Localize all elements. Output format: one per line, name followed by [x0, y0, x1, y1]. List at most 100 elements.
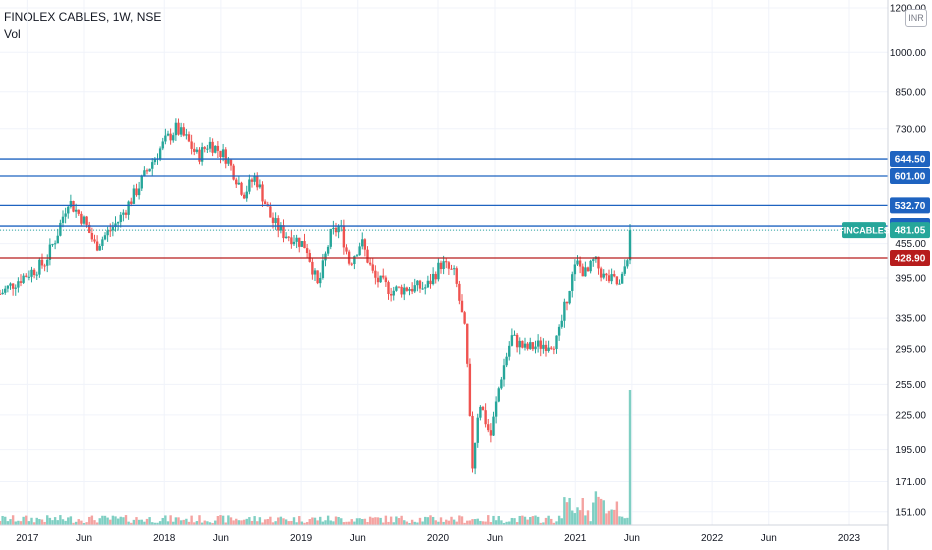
- candle-body: [452, 268, 456, 270]
- volume-bar: [198, 515, 201, 525]
- volume-bar: [324, 520, 327, 525]
- volume-bar: [19, 521, 23, 525]
- candle-body: [508, 345, 511, 357]
- volume-bar: [95, 522, 99, 525]
- candle-body: [539, 340, 542, 349]
- candle-body: [38, 259, 41, 275]
- candle-body: [513, 334, 516, 336]
- volume-bar: [544, 517, 548, 525]
- volume-bar: [193, 522, 196, 525]
- volume-bar: [334, 516, 338, 525]
- volume-bar: [182, 519, 185, 525]
- volume-bar: [17, 520, 20, 525]
- candle-body: [597, 256, 600, 269]
- volume-bar: [555, 521, 558, 525]
- candle-body: [67, 206, 70, 214]
- volume-bar: [502, 522, 506, 525]
- candle-body: [460, 300, 464, 313]
- volume-bar: [397, 518, 401, 525]
- candle-body: [132, 188, 136, 204]
- candle-body: [531, 342, 535, 350]
- candle-body: [526, 343, 529, 349]
- volume-bar: [521, 515, 524, 525]
- last-price-label: 481.05: [895, 226, 926, 237]
- volume-bar: [405, 521, 409, 525]
- price-level-label: 532.70: [895, 201, 926, 212]
- volume-bar: [67, 517, 70, 525]
- volume-bar: [232, 520, 235, 525]
- candle-body: [140, 176, 143, 189]
- x-tick-label: 2018: [153, 533, 176, 544]
- x-tick-label: Jun: [761, 533, 777, 544]
- volume-bar: [116, 518, 120, 525]
- candle-body: [198, 149, 201, 162]
- volume-bar: [132, 519, 136, 525]
- candle-body: [151, 162, 154, 169]
- candle-body: [235, 179, 238, 185]
- candle-body: [311, 261, 314, 275]
- volume-bar: [447, 520, 451, 525]
- candle-body: [19, 281, 23, 283]
- candle-body: [269, 206, 272, 218]
- volume-bar: [151, 522, 154, 525]
- candle-body: [69, 200, 73, 207]
- volume-bar: [274, 521, 277, 525]
- candle-body: [242, 194, 246, 199]
- symbol-tag-bg: [842, 222, 886, 239]
- candle-body: [424, 287, 427, 289]
- price-level-label-bg: [890, 168, 930, 185]
- candle-body: [552, 348, 556, 350]
- volume-bar: [216, 516, 220, 525]
- volume-bar: [43, 521, 46, 525]
- candle-body: [371, 264, 374, 271]
- candle-body: [350, 263, 353, 265]
- volume-bar: [240, 520, 243, 525]
- volume-bar: [618, 516, 621, 525]
- candle-body: [61, 216, 65, 223]
- volume-bar: [74, 521, 78, 525]
- volume-bar: [25, 515, 28, 525]
- volume-bar: [53, 517, 57, 525]
- candle-body: [463, 312, 466, 324]
- volume-bar: [101, 515, 104, 525]
- x-tick-label: 2019: [290, 533, 313, 544]
- candle-body: [389, 294, 393, 296]
- candle-body: [232, 165, 235, 180]
- candle-body: [374, 270, 377, 278]
- candle-body: [505, 356, 508, 366]
- chart-legend: FINOLEX CABLES, 1W, NSE Vol: [4, 9, 161, 43]
- candle-body: [568, 290, 571, 304]
- volume-bar: [607, 510, 611, 525]
- volume-bar: [578, 510, 582, 525]
- volume-bar: [442, 521, 445, 525]
- volume-bar: [143, 521, 146, 525]
- y-tick-label: 1200.00: [890, 3, 927, 14]
- volume-bar: [395, 516, 398, 525]
- x-tick-label: 2023: [838, 533, 861, 544]
- candle-body: [442, 261, 445, 270]
- candle-body: [434, 273, 437, 280]
- volume-bar: [211, 522, 214, 525]
- candle-body: [177, 122, 180, 135]
- volume-bar: [235, 518, 238, 525]
- volume-bar: [195, 521, 199, 525]
- volume-bar: [200, 522, 204, 525]
- candle-body: [153, 158, 157, 163]
- candle-body: [179, 127, 183, 135]
- candle-body: [72, 200, 75, 212]
- candle-body: [164, 135, 167, 142]
- price-level-label: 428.90: [895, 254, 926, 265]
- volume-bar: [363, 518, 367, 525]
- volume-bar: [72, 522, 75, 525]
- candle-body: [240, 182, 243, 195]
- volume-bar: [586, 510, 590, 525]
- candle-body: [137, 188, 141, 196]
- candle-body: [555, 335, 558, 350]
- volume-bar: [271, 522, 275, 525]
- volume-bar: [248, 517, 251, 525]
- candle-body: [326, 246, 330, 254]
- currency-badge[interactable]: INR: [905, 9, 927, 27]
- candle-body: [17, 281, 20, 288]
- candle-body: [387, 282, 390, 295]
